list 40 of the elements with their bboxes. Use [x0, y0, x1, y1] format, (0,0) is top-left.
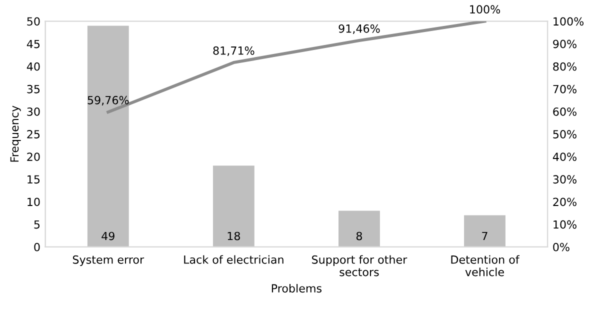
- y2-tick-label: 100%: [554, 17, 584, 26]
- y-tick-label: 35: [27, 84, 40, 94]
- y-tick-label: 5: [34, 220, 40, 229]
- data-label: 7: [482, 232, 488, 240]
- y-tick-label: 0: [34, 242, 40, 252]
- y-tick-label: 20: [27, 152, 40, 162]
- y2-tick-label: 10%: [554, 220, 576, 229]
- x-axis-title: Problems: [272, 284, 322, 293]
- data-label: 8: [356, 232, 362, 240]
- y-tick-label: 45: [26, 40, 40, 48]
- x-tick-label: Lack of electrician: [184, 255, 284, 264]
- data-label: 18: [228, 232, 240, 240]
- y2-tick-label: 30%: [553, 175, 576, 184]
- y2-tick-label: 80%: [553, 62, 576, 71]
- bar: [212, 166, 254, 247]
- bar: [464, 215, 506, 247]
- y-tick-label: 30: [27, 107, 40, 116]
- data-label: 49: [102, 232, 114, 240]
- y2-tick-label: 60%: [553, 107, 576, 116]
- y2-tick-label: 40%: [552, 152, 576, 162]
- y-axis-title: Frequency: [10, 106, 21, 162]
- y-tick-label: 10: [28, 198, 40, 206]
- x-tick-label: System error: [72, 255, 144, 266]
- x-tick-label: Detention of vehicle: [451, 255, 520, 276]
- data-label: 91,46%: [338, 24, 380, 34]
- data-label: 100%: [470, 5, 500, 14]
- bar: [87, 26, 129, 247]
- y-tick-label: 40: [26, 62, 40, 71]
- y2-tick-label: 20%: [553, 198, 576, 206]
- y2-tick-label: 0%: [553, 242, 570, 252]
- y-tick-label: 25: [27, 130, 40, 138]
- data-label: 81,71%: [213, 46, 254, 56]
- y2-tick-label: 70%: [553, 84, 576, 94]
- y2-tick-label: 90%: [553, 40, 576, 48]
- y2-tick-label: 50%: [553, 130, 576, 138]
- bar: [338, 210, 380, 247]
- y-tick-label: 50: [27, 17, 40, 26]
- data-label: 59,76%: [88, 96, 129, 106]
- x-tick-label: Support for other sectors: [312, 255, 408, 276]
- y-tick-label: 15: [28, 175, 40, 184]
